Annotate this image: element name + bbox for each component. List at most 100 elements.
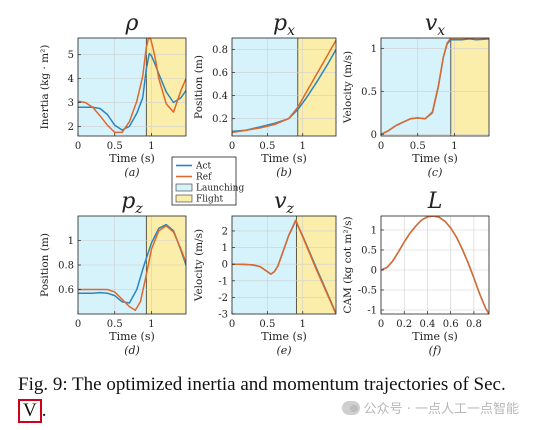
y-tick-label: 2	[222, 226, 228, 237]
x-tick-label: 0.5	[259, 319, 275, 330]
x-tick-label: 0.5	[107, 319, 123, 330]
y-axis-label-d: Position (m)	[39, 233, 51, 297]
chart-e: 0 0.5 1 -3 -2 -1 0 1 2 Time (s)(e) Velocity (m/s) v…	[193, 189, 337, 357]
axes-frame-f	[380, 215, 490, 315]
chart-title-c: vx	[425, 11, 445, 39]
legend-item-launching: Launching	[175, 183, 244, 194]
y-tick-label: 0.8	[58, 261, 74, 272]
x-tick-label: 0	[229, 141, 235, 152]
y-tick-label: 0.5	[361, 246, 377, 257]
region-launching-b	[232, 38, 298, 136]
legend-swatch-launching	[175, 183, 193, 192]
x-tick-label: 0.8	[466, 319, 482, 330]
series-ref-d	[78, 225, 186, 312]
y-tick-label: -3	[218, 310, 228, 321]
region-flight-a	[146, 38, 186, 136]
region-flight-b	[297, 38, 336, 136]
x-tick-label: 0.6	[443, 319, 459, 330]
caption-text: Fig. 9: The optimized inertia and moment…	[18, 374, 506, 395]
y-tick-label: 0.2	[212, 114, 228, 125]
y-tick-label: 0.5	[361, 87, 377, 98]
series-ref-e	[232, 219, 336, 314]
x-axis-label-c: Time (s)	[412, 152, 458, 165]
series-ref-f	[381, 216, 489, 314]
y-tick-label: 1	[371, 226, 377, 237]
x-axis-label-b: Time (s)	[261, 152, 307, 165]
watermark: 公众号 · 一点人工一点智能	[341, 398, 519, 417]
y-tick-label: 2	[68, 122, 74, 133]
y-tick-label: 0.8	[212, 45, 228, 56]
y-tick-label: 3	[68, 98, 74, 109]
x-axis-label-e: Time (s)	[261, 330, 307, 343]
chart-title-d: pz	[121, 189, 143, 217]
y-tick-label: 1	[68, 236, 74, 247]
y-tick-label: 0	[371, 130, 377, 141]
section-reference-label: V	[23, 400, 37, 421]
figure-caption: Fig. 9: The optimized inertia and moment…	[18, 372, 523, 424]
panel-caption-c: (c)	[428, 166, 443, 179]
y-axis-label-c: Velocity (m/s)	[342, 51, 354, 124]
chart-f: 0 0.2 0.4 0.6 0.8 -1 -0.5 0 0.5 1 Time (s)(f) CAM (…	[342, 189, 490, 357]
x-tick-label: 1	[300, 319, 306, 330]
legend-item-act: Act	[176, 162, 212, 172]
y-tick-label: 1	[371, 44, 377, 55]
axes-frame-e	[231, 215, 337, 315]
region-launching-a	[78, 38, 147, 136]
legend-label-launching: Launching	[196, 184, 244, 194]
panel-caption-b: (b)	[276, 166, 292, 179]
y-tick-label: 1	[222, 243, 228, 254]
y-tick-label: 4	[68, 74, 74, 85]
chart-title-e: vz	[274, 189, 294, 217]
x-tick-label: 0.4	[419, 319, 435, 330]
legend-label-act: Act	[195, 162, 212, 172]
section-reference-link[interactable]: V	[18, 399, 42, 423]
x-tick-label: 0.5	[259, 141, 275, 152]
y-axis-label-e: Velocity (m/s)	[193, 229, 205, 302]
chart-a: 0 0.5 1 2 3 4 5 Time (s)(a) Inertia (kg · m²) ρ	[39, 11, 187, 179]
y-tick-label: 0	[222, 260, 228, 271]
caption-period: .	[41, 400, 47, 421]
x-tick-label: 1	[148, 319, 154, 330]
panel-caption-a: (a)	[124, 166, 139, 179]
chart-title-f: L	[427, 189, 443, 214]
y-tick-label: -1	[218, 276, 228, 287]
x-tick-label: 1	[451, 141, 457, 152]
x-axis-label-a: Time (s)	[109, 152, 155, 165]
legend-item-flight: Flight	[175, 195, 224, 205]
chart-title-a: ρ	[125, 11, 139, 36]
x-tick-label: 1	[300, 141, 306, 152]
chart-b: 0 0.5 1 0.2 0.4 0.6 0.8 Time (s)(b) Position (m)…	[193, 11, 337, 179]
y-axis-label-b: Position (m)	[193, 55, 205, 119]
x-tick-label: 0.2	[396, 319, 412, 330]
y-tick-label: 0.6	[58, 285, 74, 296]
panel-caption-e: (e)	[276, 344, 291, 357]
x-tick-label: 0.5	[107, 141, 123, 152]
series-act-a	[78, 52, 186, 131]
x-tick-label: 0	[75, 319, 81, 330]
axes-frame-c	[380, 37, 490, 137]
region-launching-c	[381, 38, 451, 136]
panel-caption-d: (d)	[124, 344, 140, 357]
legend-label-ref: Ref	[196, 173, 212, 183]
x-tick-label: 0	[229, 319, 235, 330]
y-axis-label-a: Inertia (kg · m²)	[39, 45, 51, 130]
x-tick-label: 0	[378, 141, 384, 152]
x-tick-label: 0.5	[410, 141, 426, 152]
watermark-text: 公众号 · 一点人工一点智能	[363, 402, 519, 417]
series-act-d	[78, 223, 186, 304]
legend-label-flight: Flight	[196, 195, 224, 205]
series-ref-b	[232, 39, 336, 134]
series-act-f	[381, 216, 489, 314]
x-tick-label: 1	[148, 141, 154, 152]
y-tick-label: 0	[371, 266, 377, 277]
y-tick-label: 5	[68, 50, 74, 61]
y-tick-label: -0.5	[358, 286, 377, 297]
panel-caption-f: (f)	[429, 344, 442, 357]
y-tick-label: -2	[218, 293, 228, 304]
x-axis-label-f: Time (s)	[412, 330, 458, 343]
x-tick-label: 0	[75, 141, 81, 152]
